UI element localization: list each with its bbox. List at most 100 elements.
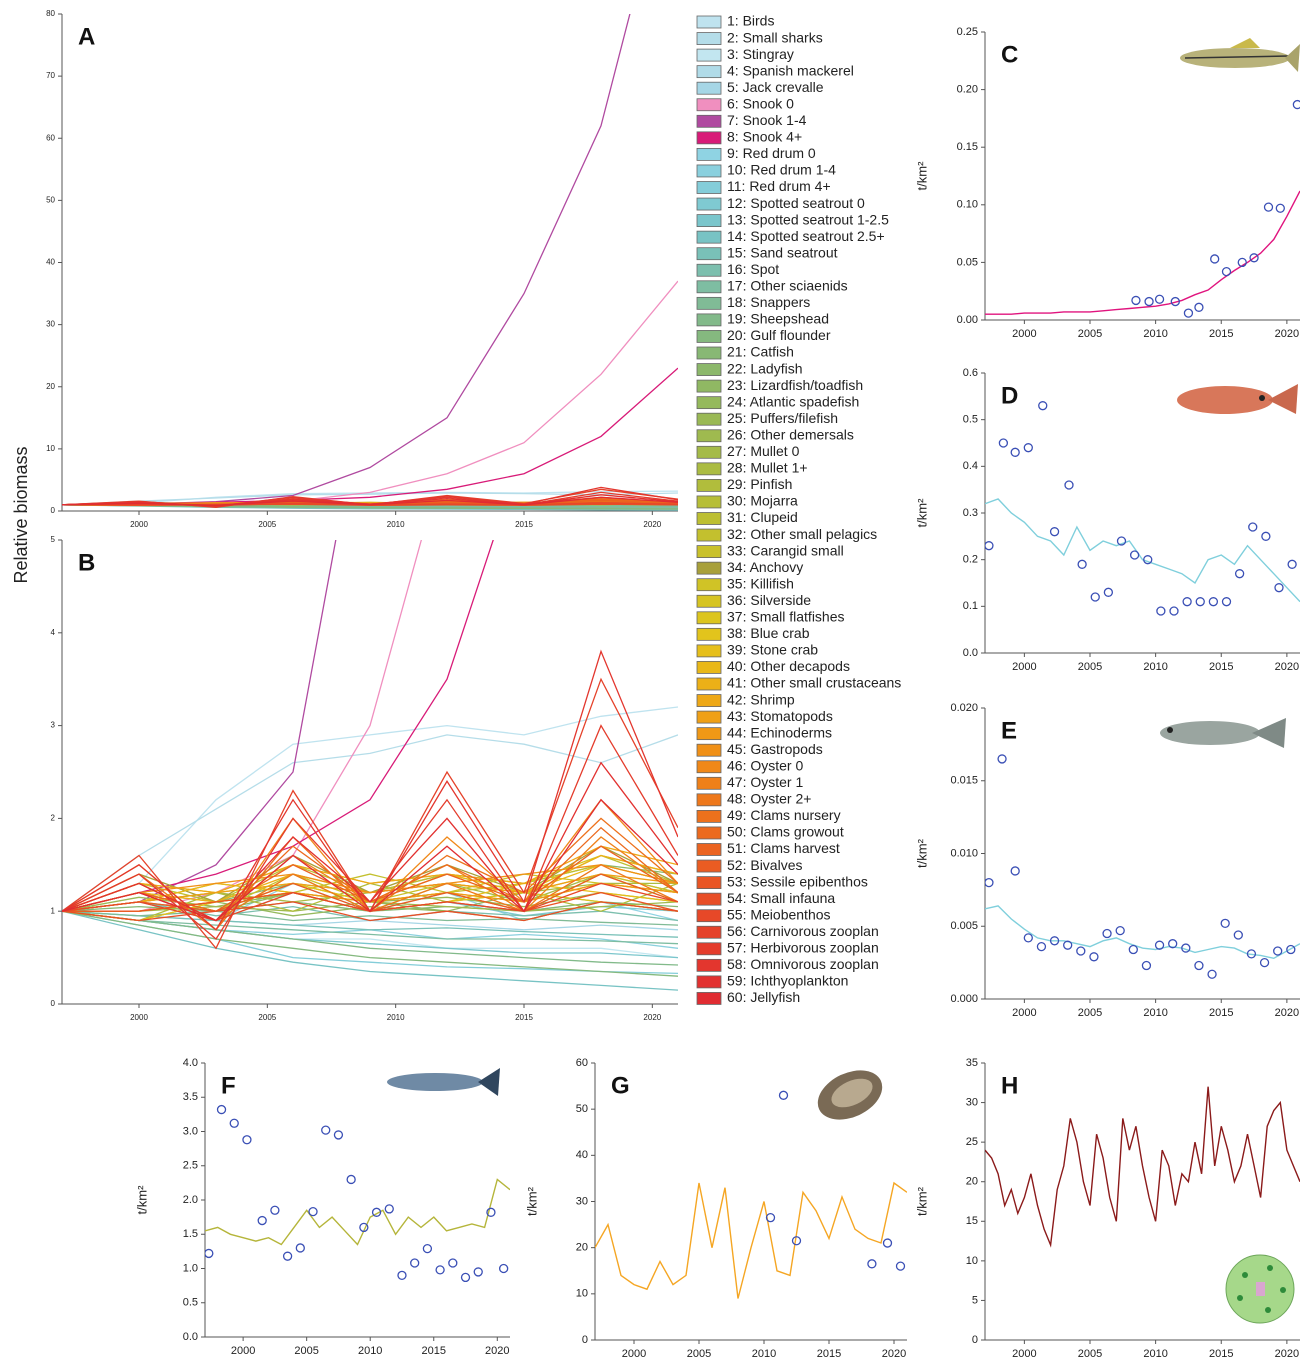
y-tick-label: 30 [576,1195,588,1207]
legend-swatch [697,496,721,508]
legend-swatch [697,612,721,624]
legend-swatch [697,99,721,111]
x-tick-label: 2020 [1275,661,1299,673]
legend-swatch [697,479,721,491]
x-tick-label: 2005 [1078,661,1102,673]
legend-swatch [697,281,721,293]
legend-swatch [697,314,721,326]
y-tick-label: 30 [46,320,55,329]
x-tick-label: 2010 [1143,328,1167,340]
y-tick-label: 0 [972,1334,978,1346]
y-tick-label: 0.0 [183,1331,198,1343]
legend-swatch [697,628,721,640]
legend-swatch [697,297,721,309]
y-tick-label: 15 [966,1215,978,1227]
y-tick-label: 35 [966,1057,978,1069]
x-tick-label: 2005 [1078,1348,1102,1360]
x-tick-label: 2010 [387,1013,405,1022]
legend-label: 30: Mojarra [727,493,798,509]
legend-label: 6: Snook 0 [727,95,794,111]
y-tick-label: 20 [576,1242,588,1254]
x-tick-label: 2020 [1275,328,1299,340]
legend-label: 43: Stomatopods [727,708,833,724]
legend-label: 20: Gulf flounder [727,327,831,343]
y-tick-label: 0.3 [963,507,978,519]
y-tick-label: 20 [966,1176,978,1188]
y-tick-label: 3.5 [183,1091,198,1103]
x-tick-label: 2000 [231,1345,255,1357]
y-tick-label: 30 [966,1096,978,1108]
y-axis-label: Relative biomass [11,446,31,583]
legend-label: 35: Killifish [727,575,794,591]
figure: 0102030405060708020002005201020152020A01… [0,0,1306,1368]
y-tick-label: 80 [46,9,55,18]
legend-label: 29: Pinfish [727,476,792,492]
x-tick-label: 2020 [485,1345,509,1357]
y-axis-label: t/km² [914,161,929,191]
legend-label: 13: Spotted seatrout 1-2.5 [727,211,889,227]
legend-swatch [697,529,721,541]
x-tick-label: 2020 [1275,1007,1299,1019]
legend-label: 45: Gastropods [727,741,823,757]
y-tick-label: 0.05 [957,256,978,268]
x-tick-label: 2015 [422,1345,446,1357]
panel-label: B [78,549,95,576]
y-tick-label: 0 [51,506,56,515]
x-tick-label: 2015 [1209,328,1233,340]
x-tick-label: 2000 [1012,328,1036,340]
legend-swatch [697,562,721,574]
legend-label: 57: Herbivorous zooplan [727,940,879,956]
x-tick-label: 2010 [1143,1007,1167,1019]
legend-swatch [697,132,721,144]
legend-label: 15: Sand seatrout [727,244,838,260]
panel-label: F [221,1072,236,1099]
y-tick-label: 0.20 [957,84,978,96]
y-axis-label: t/km² [914,1186,929,1216]
legend-label: 31: Clupeid [727,509,798,525]
legend-label: 8: Snook 4+ [727,129,802,145]
legend-swatch [697,347,721,359]
y-tick-label: 0 [51,999,56,1008]
legend-label: 33: Carangid small [727,542,844,558]
y-tick-label: 0.10 [957,199,978,211]
legend-label: 10: Red drum 1-4 [727,162,836,178]
legend-label: 1: Birds [727,13,774,29]
y-tick-label: 20 [46,382,55,391]
legend-swatch [697,711,721,723]
phytoplankton-icon [1226,1255,1294,1323]
legend-label: 54: Small infauna [727,890,835,906]
y-tick-label: 2.5 [183,1160,198,1172]
legend-swatch [697,198,721,210]
legend-label: 18: Snappers [727,294,810,310]
x-tick-label: 2000 [1012,1007,1036,1019]
legend-swatch [697,182,721,194]
y-tick-label: 40 [576,1149,588,1161]
legend-swatch [697,678,721,690]
legend-swatch [697,16,721,28]
legend-swatch [697,264,721,276]
x-tick-label: 2005 [258,520,276,529]
x-tick-label: 2010 [387,520,405,529]
y-axis-label: t/km² [524,1186,539,1216]
y-tick-label: 0.020 [950,702,978,714]
x-tick-label: 2010 [358,1345,382,1357]
legend-swatch [697,827,721,839]
legend-label: 60: Jellyfish [727,989,800,1005]
legend-swatch [697,794,721,806]
legend-swatch [697,761,721,773]
y-tick-label: 0.5 [963,414,978,426]
y-tick-label: 50 [46,195,55,204]
x-tick-label: 2005 [1078,1007,1102,1019]
legend-swatch [697,380,721,392]
legend-swatch [697,330,721,342]
x-tick-label: 2015 [515,520,533,529]
legend-label: 24: Atlantic spadefish [727,393,859,409]
legend-label: 34: Anchovy [727,559,803,575]
y-tick-label: 2.0 [183,1194,198,1206]
legend-label: 40: Other decapods [727,658,850,674]
x-tick-label: 2010 [1143,661,1167,673]
y-tick-label: 0.15 [957,141,978,153]
x-tick-label: 2020 [643,1013,661,1022]
y-tick-label: 3 [51,721,56,730]
x-tick-label: 2000 [1012,1348,1036,1360]
